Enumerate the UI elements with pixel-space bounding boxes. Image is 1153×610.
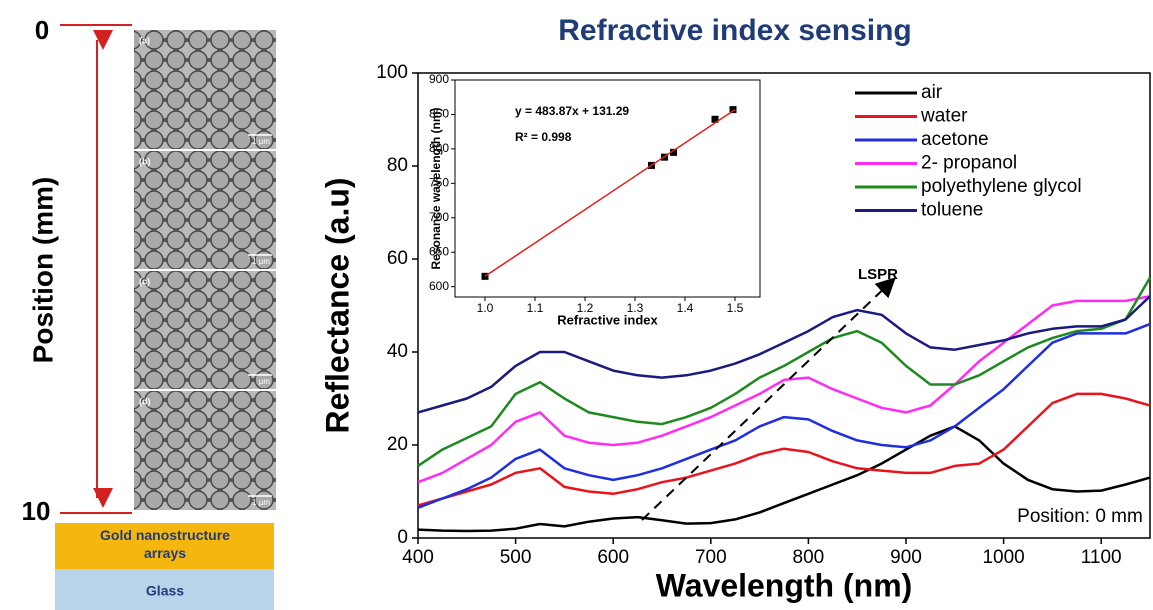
annotation: y = 483.87x + 131.29 [515,104,629,118]
y-axis-label: Reflectance (a.u) [319,177,355,433]
y-tick-label: 900 [429,72,449,86]
plot-frame [454,79,761,298]
y-tick-label: 650 [429,244,449,258]
scale-label: 1 µm [252,257,270,266]
annotation: LSPR [858,266,898,283]
position-axis-label: Position (mm) [27,177,58,364]
sem-image [134,271,276,389]
series-line [417,276,1152,467]
top-label: 0 [35,15,49,45]
gold-layer [55,523,274,569]
sem-image [134,30,276,149]
scale-label: 1 µm [252,137,270,146]
data-point [670,148,677,156]
x-tick-label: 1.0 [477,301,494,315]
lspr-arrow [641,277,896,521]
sem-label: (b) [139,156,151,166]
bottom-label: 10 [22,496,51,526]
annotation: R² = 0.998 [515,130,572,144]
inset-background [455,80,760,297]
left-panel: 0 10 Position (mm) (a) 1 µm (b) 1 µm (c) µm (d… [22,15,276,610]
series-line [484,108,736,277]
y-tick-label: 60 [387,248,408,269]
y-tick-label: 20 [387,434,408,455]
chart-title: Refractive index sensing [558,14,911,47]
y-tick-label: 40 [387,341,408,362]
data-point [729,106,737,114]
y-tick-label: 600 [429,279,449,293]
y-tick-label: 700 [429,210,449,224]
series-line [417,392,1151,507]
x-tick-label: 600 [597,547,629,568]
x-axis-label: Wavelength (nm) [656,567,913,603]
y-axis-label: Resonance wavelength (nm) [429,107,443,269]
x-tick-label: 700 [695,547,727,568]
y-tick-label: 800 [429,141,449,155]
x-tick-label: 1100 [1081,547,1122,568]
scale-label: µm [259,377,271,386]
inset-chart: 1.0 1.1 1.2 1.3 1.4 1.5 600 650 700 750 800 850 900 R… [429,72,761,327]
gold-layer-label-box: Gold nanostructure arrays [100,527,230,561]
data-point [481,272,489,280]
series-line [417,295,1151,414]
glass-layer [55,569,274,610]
series-line [417,322,1151,509]
glass-layer-label: Glass [146,583,184,599]
x-tick-label: 400 [402,547,434,568]
sem-image [134,391,276,510]
y-tick-label: 850 [429,107,449,121]
main-chart: 400 500 600 700 800 900 1000 1100 0 20 40 60 80 100 Re… [319,14,1152,603]
legend-label: air [921,82,943,103]
legend-label: acetone [921,129,989,150]
sem-label: (c) [139,276,150,286]
scale-label: 1 µm [252,498,270,507]
series-line [417,294,1151,484]
y-tick-label: 0 [397,527,408,548]
x-tick-label: 900 [890,547,922,568]
sem-image [134,151,276,269]
sem-label: (a) [139,35,150,45]
series-line [417,425,1151,533]
y-tick-label: 100 [376,62,408,83]
charts: 400 500 600 700 800 900 1000 1100 0 20 40 60 80 100 Re… [319,14,1152,603]
x-tick-label: 1000 [982,547,1024,568]
x-tick-label: 500 [500,547,532,568]
legend-label: polyethylene glycol [921,176,1082,197]
x-tick-label: 1.1 [527,301,544,315]
x-tick-label: 1.4 [677,301,694,315]
legend-label: toluene [921,200,983,221]
y-tick-label: 750 [429,176,449,190]
plot-frame [417,72,1151,539]
x-tick-label: 1.3 [627,301,644,315]
gold-layer-label: Gold nanostructure arrays [100,527,230,561]
sem-label: (d) [139,396,151,406]
x-axis-label: Refractive index [557,312,658,327]
legend-label: water [920,106,968,127]
y-tick-label: 80 [387,155,408,176]
legend-label: 2- propanol [921,153,1017,174]
sem-images: (a) 1 µm (b) 1 µm (c) µm (d) 1 µm [134,30,276,510]
x-tick-label: 1.2 [577,301,594,315]
data-point [711,115,719,123]
x-tick-label: 1.5 [727,301,744,315]
x-tick-label: 800 [793,547,825,568]
annotation: Position: 0 mm [1017,506,1143,527]
